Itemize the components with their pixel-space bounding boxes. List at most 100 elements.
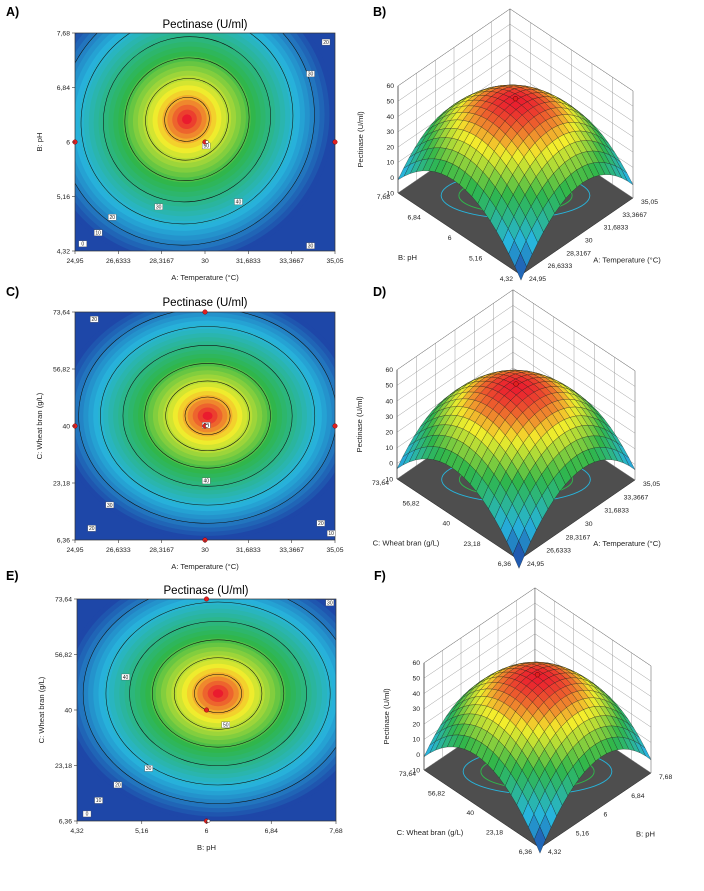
y-tick-label: 73,64: [53, 309, 70, 316]
x-tick-label: 24,95: [66, 258, 83, 265]
x-axis-label: B: pH: [636, 830, 655, 839]
y-tick-label: 5,16: [469, 256, 482, 263]
contour-line: [124, 57, 250, 181]
contour-label: 20: [318, 521, 324, 527]
x-tick-label: 31,6833: [604, 508, 629, 515]
surface-panel-f: F) -10 0 10 20 30 40 50 60 Pectinase (U/ml) 4,32 5,…: [374, 569, 672, 856]
contour-label-box: [94, 797, 103, 804]
contour-label-box: [306, 70, 315, 78]
z-axis-label: Pectinase (U/ml): [355, 396, 364, 453]
contour-label-box: [325, 599, 334, 606]
x-tick-label: 7,68: [659, 774, 672, 781]
y-tick-label: 6: [66, 139, 70, 146]
x-tick-label: 35,05: [643, 481, 660, 488]
chart-title: Pectinase (U/ml): [163, 19, 248, 31]
contour-label-box: [105, 501, 114, 509]
x-tick-label: 4,32: [548, 849, 561, 856]
chart-title: Pectinase (U/ml): [164, 585, 249, 597]
y-tick-label: 6,36: [59, 818, 72, 825]
y-tick-label: 7,68: [57, 30, 70, 37]
contour-label: 40: [204, 479, 210, 485]
x-tick-label: 30: [201, 258, 209, 265]
y-tick-label: 40: [442, 521, 450, 528]
surface-facet: [534, 826, 546, 854]
y-tick-label: 73,64: [372, 480, 389, 487]
contour-fill: [75, 312, 335, 540]
contour-band: [182, 114, 192, 125]
x-tick-label: 33,3667: [279, 258, 304, 265]
x-tick-label: 24,95: [66, 547, 83, 554]
z-tick-label: 50: [412, 676, 420, 683]
contour-label: 30: [308, 72, 314, 78]
panel-letter: E): [6, 569, 19, 583]
z-tick-label: 50: [386, 99, 394, 106]
contour-label: 20: [89, 526, 95, 532]
y-tick-label: 73,64: [55, 596, 72, 603]
surface-facet: [514, 252, 527, 281]
contour-label-box: [234, 198, 243, 205]
y-tick-label: 40: [64, 707, 72, 714]
center-point: [205, 140, 209, 144]
contour-line: [100, 326, 316, 506]
x-tick-label: 6,84: [265, 828, 278, 835]
z-tick-label: 30: [386, 129, 394, 136]
y-tick-label: 73,64: [399, 771, 416, 778]
panel-letter: F): [374, 569, 386, 583]
contour-label: 30: [156, 205, 162, 211]
y-tick-label: 40: [466, 810, 474, 817]
contour-label-box: [306, 242, 315, 249]
contour-fill: [77, 599, 336, 821]
contour-label: 30: [327, 601, 333, 607]
design-point: [332, 423, 338, 429]
contour-line: [80, 33, 294, 225]
design-point: [534, 671, 541, 678]
x-tick-label: 33,3667: [622, 212, 647, 219]
contour-line: [194, 673, 242, 714]
x-tick-label: 30: [585, 238, 593, 245]
contour-label-box: [154, 203, 163, 211]
y-axis-label: C: Wheat bran (g/L): [373, 539, 440, 548]
z-axis-label: Pectinase (U/ml): [356, 111, 365, 168]
contour-label: 20: [92, 317, 98, 323]
y-tick-label: 4,32: [57, 248, 70, 255]
design-point: [202, 309, 208, 315]
contour-line: [164, 96, 210, 142]
design-point: [512, 95, 519, 102]
contour-label: 10: [96, 798, 102, 804]
x-tick-label: 24,95: [527, 561, 544, 568]
x-tick-label: 30: [201, 547, 209, 554]
x-tick-label: 26,6333: [546, 548, 571, 555]
x-axis-label: A: Temperature (°C): [593, 539, 661, 548]
x-tick-label: 26,6333: [106, 258, 131, 265]
x-tick-label: 28,3167: [149, 258, 174, 265]
contour-line: [105, 601, 331, 786]
contour-label-box: [87, 525, 96, 532]
z-tick-label: -10: [384, 190, 394, 197]
contour-line: [129, 620, 307, 767]
contour-line: [173, 657, 263, 730]
y-tick-label: 56,82: [428, 791, 445, 798]
contour-label: 20: [115, 783, 121, 789]
contour-label: 20: [323, 40, 329, 46]
y-tick-label: 4,32: [500, 276, 513, 283]
contour-label-box: [108, 214, 117, 221]
contour-panel-e: E) Pectinase (U/ml) 30 40 50 30 20 10 0 4,32 5,16 6…: [6, 569, 343, 852]
y-axis-label: C: Wheat bran (g/L): [37, 676, 46, 743]
x-tick-label: 7,68: [329, 828, 342, 835]
design-point: [203, 707, 209, 713]
y-tick-label: 6,84: [408, 215, 421, 222]
contour-label: 40: [236, 199, 242, 205]
x-tick-label: 33,3667: [624, 494, 649, 501]
z-tick-label: 50: [385, 383, 393, 390]
y-axis-label: C: Wheat bran (g/L): [397, 828, 464, 837]
contour-line: [152, 639, 285, 748]
x-tick-label: 6: [205, 828, 209, 835]
x-tick-label: 33,3667: [279, 547, 304, 554]
z-tick-label: 10: [386, 160, 394, 167]
y-tick-label: 56,82: [55, 652, 72, 659]
y-axis-label: B: pH: [398, 253, 417, 262]
contour-label: 20: [110, 215, 116, 221]
x-axis-label: A: Temperature (°C): [171, 562, 239, 571]
